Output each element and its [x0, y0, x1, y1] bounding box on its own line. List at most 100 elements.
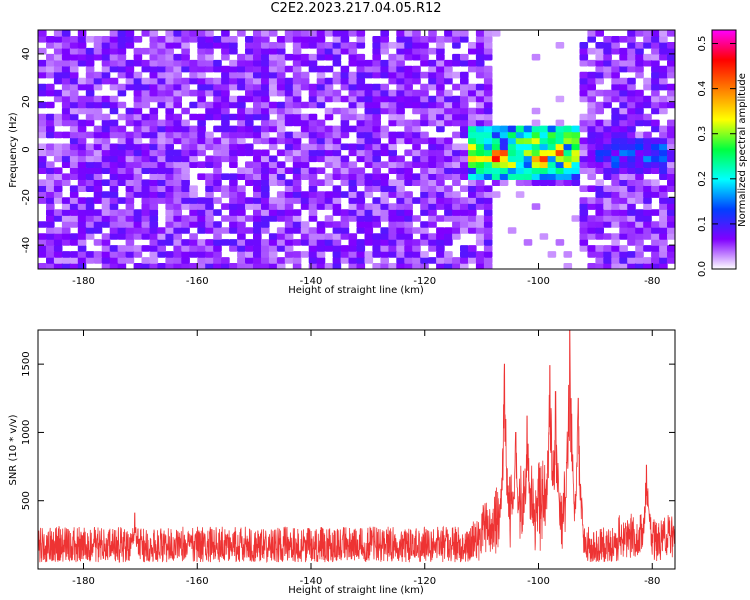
heatmap-cell [332, 245, 342, 252]
heatmap-cell [340, 215, 350, 222]
x-tick-label: -180 [72, 276, 95, 287]
heatmap-cell [221, 185, 230, 192]
heatmap-cell [595, 107, 604, 115]
heatmap-cell [523, 167, 533, 174]
heatmap-cell [316, 143, 326, 151]
heatmap-cell [38, 239, 47, 246]
heatmap-cell [197, 71, 206, 79]
heatmap-cell [483, 263, 493, 269]
heatmap-cell [547, 251, 557, 258]
heatmap-cell [651, 155, 660, 163]
heatmap-cell [571, 131, 581, 139]
heatmap-cell [308, 143, 318, 151]
heatmap-cell [141, 191, 151, 198]
heatmap-cell [125, 155, 135, 163]
heatmap-cell [659, 77, 668, 85]
heatmap-cell [356, 149, 366, 157]
heatmap-cell [69, 113, 79, 121]
heatmap-cell [412, 77, 421, 85]
heatmap-cell [491, 167, 501, 174]
heatmap-cell [340, 30, 350, 37]
heatmap-cell [475, 30, 485, 37]
heatmap-cell [221, 203, 230, 210]
heatmap-cell [539, 161, 549, 168]
heatmap-cell [93, 227, 103, 234]
heatmap-cell [93, 125, 103, 133]
heatmap-cell [69, 203, 79, 210]
heatmap-cell [229, 245, 238, 252]
heatmap-cell [412, 47, 421, 55]
heatmap-cell [412, 257, 421, 264]
heatmap-cell [77, 107, 87, 115]
heatmap-cell [444, 173, 453, 180]
heatmap-cell [635, 167, 644, 174]
heatmap-cell [53, 149, 63, 157]
heatmap-cell [141, 161, 151, 168]
heatmap-cell [595, 143, 604, 151]
heatmap-cell [69, 59, 79, 67]
heatmap-cell [659, 107, 668, 115]
x-tick-label: -160 [186, 576, 209, 587]
heatmap-cell [372, 119, 381, 127]
heatmap-cells [38, 30, 675, 269]
heatmap-cell [300, 77, 310, 85]
heatmap-cell [53, 167, 63, 174]
heatmap-cell [372, 239, 381, 246]
heatmap-cell [619, 53, 628, 61]
heatmap-cell [667, 143, 675, 151]
heatmap-cell [61, 65, 71, 73]
heatmap-cell [213, 173, 222, 180]
heatmap-cell [38, 59, 47, 67]
heatmap-cell [635, 107, 644, 115]
heatmap-cell [38, 221, 47, 228]
heatmap-cell [531, 149, 541, 157]
heatmap-cell [268, 173, 278, 180]
heatmap-cell [364, 221, 374, 228]
heatmap-cell [396, 209, 405, 216]
heatmap-cell [93, 53, 103, 61]
heatmap-cell [173, 263, 182, 269]
heatmap-cell [603, 47, 612, 55]
heatmap-cell [643, 137, 652, 145]
heatmap-cell [133, 143, 143, 151]
heatmap-cell [276, 173, 286, 180]
heatmap-cell [356, 83, 366, 91]
heatmap-cell [372, 71, 381, 79]
heatmap-cell [189, 215, 198, 222]
heatmap-cell [245, 89, 254, 97]
heatmap-cell [261, 185, 270, 192]
heatmap-cell [571, 137, 581, 145]
heatmap-cell [483, 161, 493, 168]
heatmap-cell [53, 42, 63, 49]
heatmap-cell [348, 89, 358, 97]
heatmap-cell [237, 263, 246, 269]
heatmap-cell [189, 36, 198, 43]
heatmap-cell [237, 173, 246, 180]
heatmap-cell [141, 89, 151, 97]
heatmap-cell [380, 203, 389, 210]
heatmap-cell [149, 191, 159, 198]
heatmap-cell [428, 239, 437, 246]
heatmap-cell [436, 65, 445, 73]
heatmap-cell [133, 119, 143, 127]
heatmap-cell [603, 245, 612, 252]
heatmap-cell [627, 107, 636, 115]
heatmap-cell [284, 257, 294, 264]
heatmap-cell [109, 131, 119, 139]
heatmap-cell [332, 42, 342, 49]
heatmap-cell [436, 42, 445, 49]
heatmap-cell [245, 113, 254, 121]
heatmap-cell [69, 197, 79, 204]
heatmap-cell [563, 179, 573, 186]
heatmap-cell [245, 203, 254, 210]
heatmap-cell [261, 83, 270, 91]
heatmap-cell [340, 221, 350, 228]
heatmap-cell [276, 113, 286, 121]
heatmap-cell [229, 83, 238, 91]
heatmap-cell [611, 36, 620, 43]
heatmap-cell [356, 36, 366, 43]
heatmap-cell [261, 113, 270, 121]
heatmap-cell [611, 71, 620, 79]
heatmap-cell [165, 167, 174, 174]
heatmap-cell [189, 65, 198, 73]
